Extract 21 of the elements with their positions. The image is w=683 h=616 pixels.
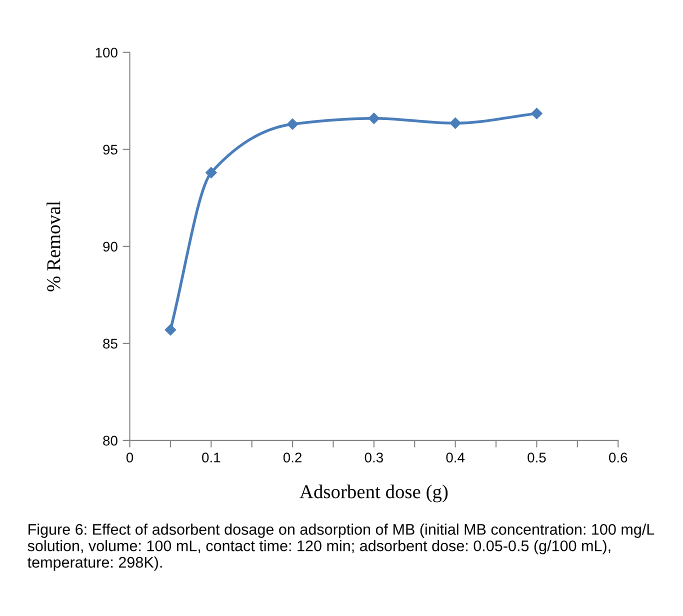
point: [286, 118, 298, 130]
x-tick-label: 0.5: [528, 452, 546, 462]
x-tick-label: 0.3: [364, 452, 383, 462]
x-tick-label: 0: [126, 452, 134, 462]
x-tick-label: 0.6: [609, 452, 628, 462]
y-tick-label: 80: [103, 436, 118, 446]
x-tick-label: 0.2: [283, 452, 302, 462]
y-tick-label: 90: [103, 242, 118, 252]
point: [450, 118, 461, 129]
x-tick-label: 0.1: [202, 452, 220, 462]
x-tick-label: 0.4: [446, 452, 465, 462]
point: [206, 167, 217, 178]
point: [368, 112, 380, 124]
point: [164, 324, 176, 336]
point: [531, 108, 542, 120]
y-tick-label: 85: [103, 338, 118, 349]
y-tick-label: 95: [103, 144, 118, 155]
x-axis-title: Adsorbent dose (g): [300, 484, 448, 502]
y-tick-label: 100: [96, 48, 118, 58]
caption: Figure 6: Effect of adsorbent dosage on adsorption of MB (initial MB concentration: 100 mg/L solution, volume: 100 mL, contact time: 120 min; adsorbent dose: 0.05-0.5 (g/100 mL), temperature: 298K).: [28, 524, 654, 571]
y-axis-title: % Removal: [46, 201, 60, 292]
